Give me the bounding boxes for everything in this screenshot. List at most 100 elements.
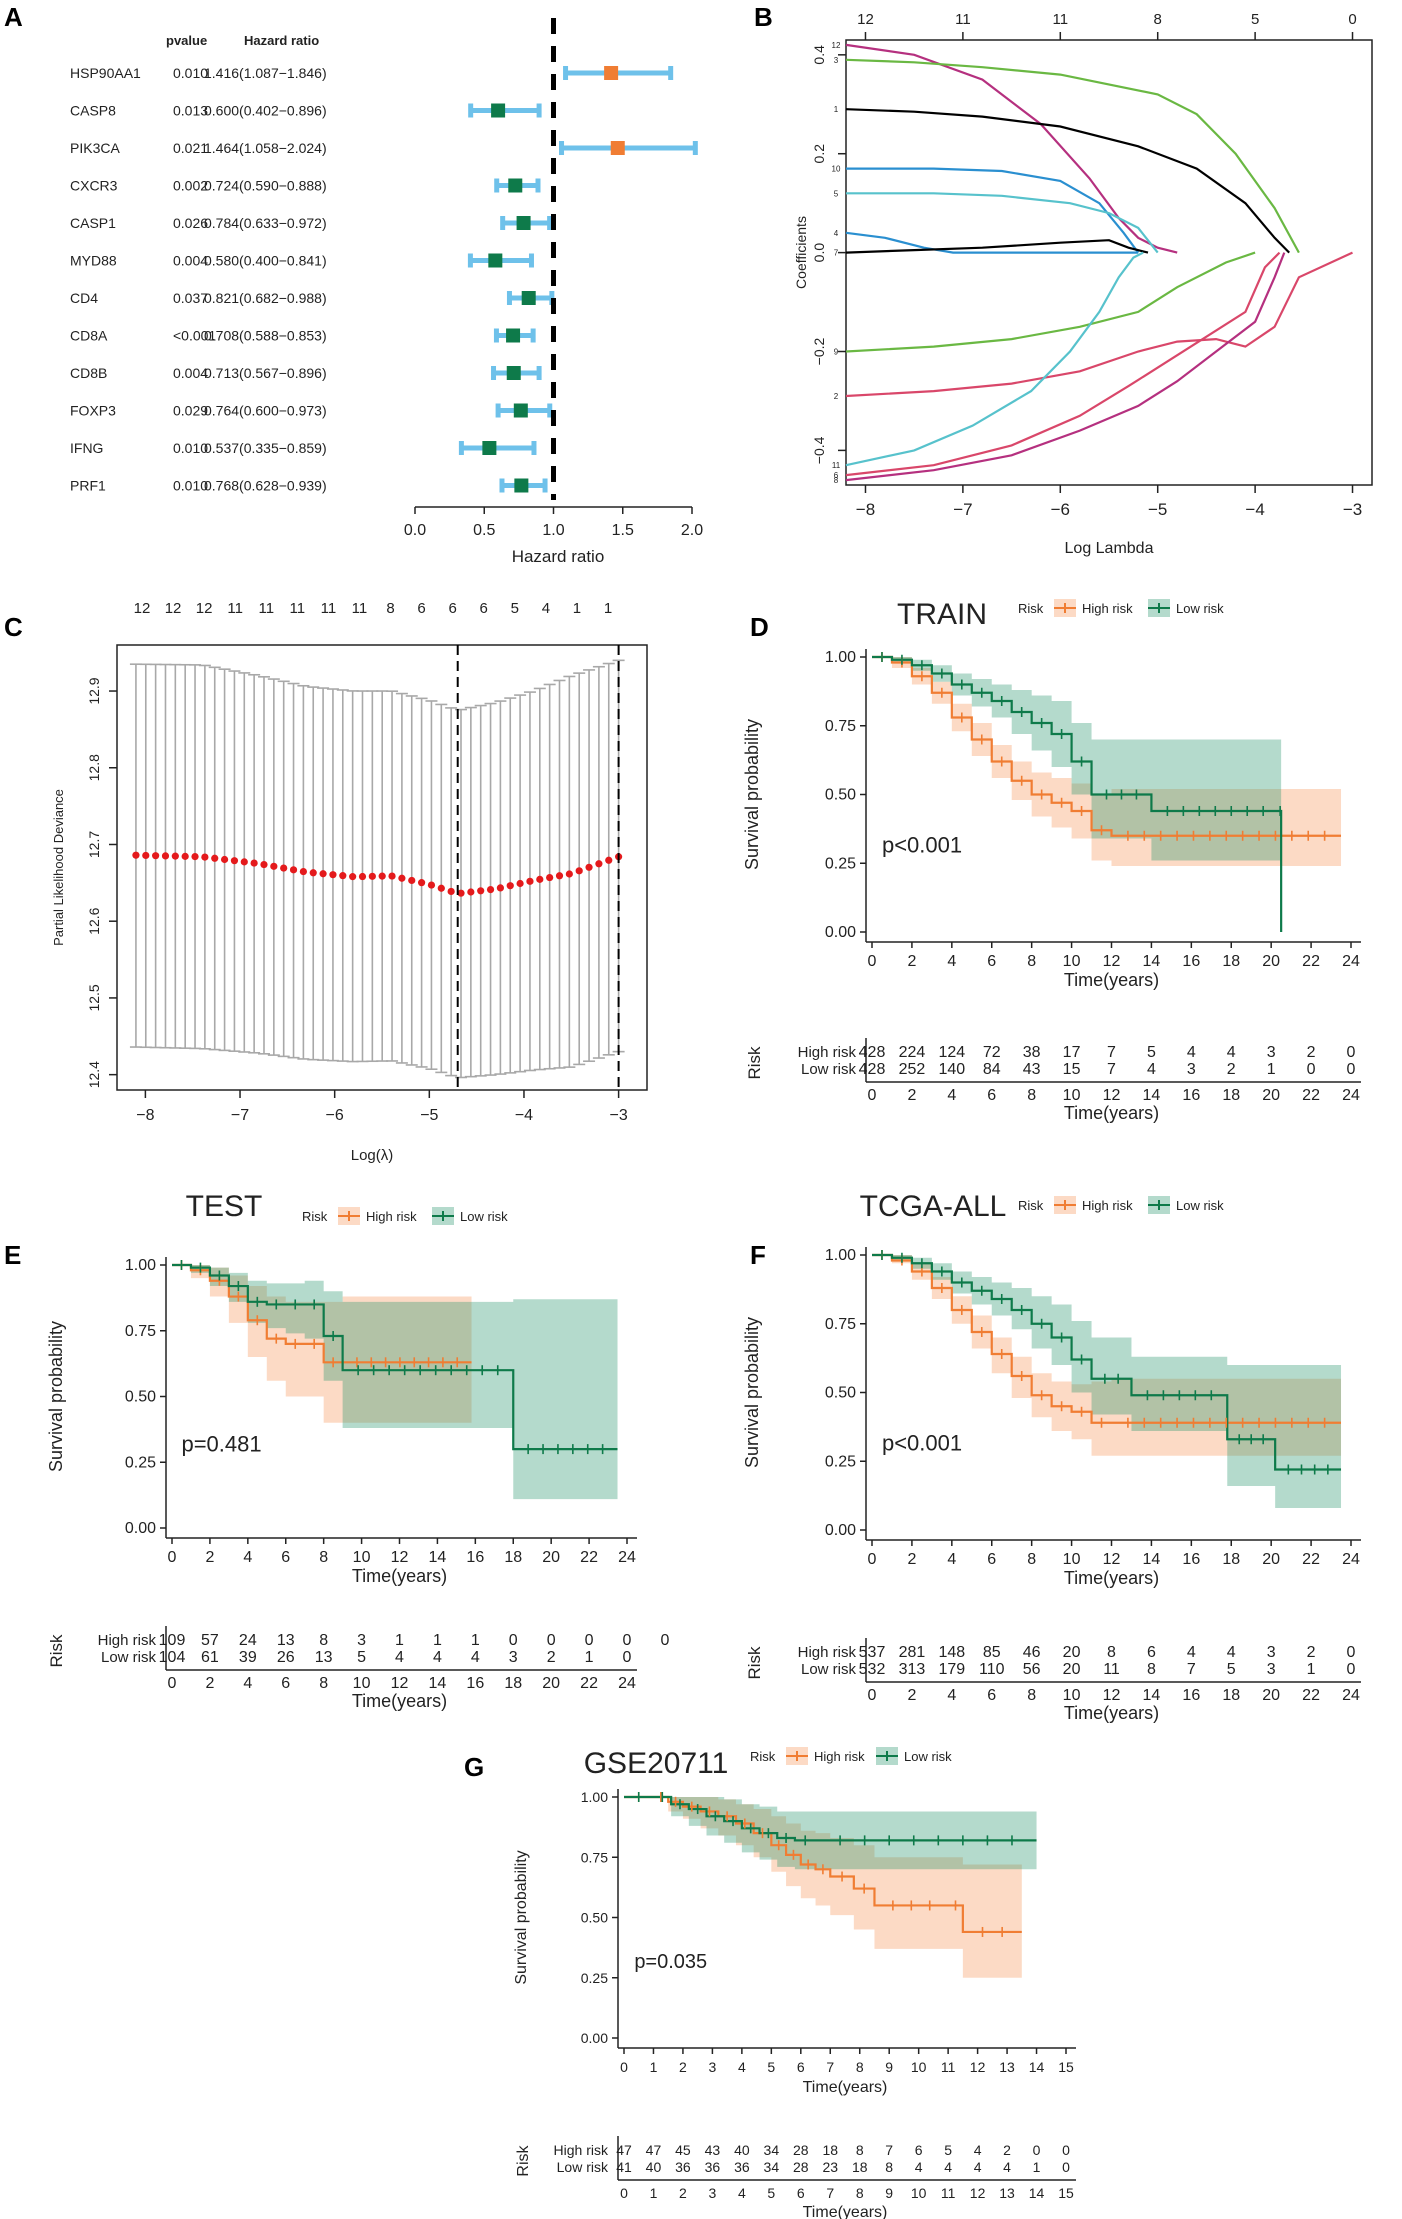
mean-deviance-point: [201, 853, 209, 861]
mean-deviance-point: [585, 863, 593, 871]
chart-title: TEST: [186, 1190, 263, 1223]
y-tick-label: 0.25: [825, 1453, 856, 1470]
y-tick-label: −0.2: [811, 337, 827, 365]
risk-count-low: 4: [395, 1649, 404, 1666]
path-index-label: 9: [834, 348, 839, 357]
survival-curve-high-risk: [872, 1253, 1342, 1424]
mean-deviance-point: [546, 873, 554, 882]
x-tick-label: 10: [911, 2059, 927, 2075]
risk-count-low: 36: [675, 2159, 691, 2175]
risk-count-high: 17: [1063, 1044, 1081, 1061]
pvalue-value: 0.037: [173, 290, 208, 306]
risk-count-high: 124: [938, 1044, 965, 1061]
legend-label-low: Low risk: [1176, 1198, 1224, 1213]
gene-label: IFNG: [70, 440, 103, 456]
panel-label-a: A: [4, 2, 23, 32]
x-tick-label: 1: [650, 2059, 658, 2075]
risk-count-low: 15: [1063, 1061, 1081, 1078]
y-tick-label: 1.00: [825, 649, 856, 666]
risk-count-low: 23: [822, 2159, 838, 2175]
risk-x-tick-label: 8: [1027, 1687, 1036, 1704]
risk-x-tick-label: 15: [1058, 2185, 1074, 2201]
risk-count-low: 0: [1062, 2159, 1070, 2175]
mean-deviance-point: [417, 879, 426, 887]
hazard-ratio-point: [516, 216, 531, 230]
x-tick-label: −3: [1343, 500, 1362, 519]
plot-frame: [845, 39, 1373, 486]
panel-d-km-train: TRAIN Risk High risk Low risk0.000.250.500.…: [742, 598, 1361, 1123]
y-tick-label: 1.00: [125, 1257, 156, 1274]
gene-label: PIK3CA: [70, 140, 120, 156]
pvalue-value: 0.026: [173, 215, 208, 231]
hazard-ratio-point: [506, 328, 521, 343]
risk-x-tick-label: 10: [911, 2185, 927, 2201]
risk-label-high: High risk: [798, 1044, 857, 1061]
hazard-ratio-value: 0.764(0.600−0.973): [204, 403, 327, 419]
x-tick-label: −4: [515, 1107, 533, 1124]
x-tick-label: 10: [1063, 953, 1081, 970]
risk-x-tick-label: 7: [826, 2185, 834, 2201]
risk-x-tick-label: 12: [970, 2185, 986, 2201]
risk-x-tick-label: 2: [907, 1687, 916, 1704]
p-value: p<0.001: [882, 1430, 962, 1455]
hazard-ratio-point: [521, 291, 536, 305]
top-tick-label: 12: [165, 600, 182, 617]
pvalue-value: 0.013: [173, 103, 208, 119]
column-header-pvalue: pvalue: [166, 33, 207, 48]
gene-label: HSP90AA1: [70, 65, 141, 81]
risk-count-high: 0: [623, 1632, 632, 1649]
mean-deviance-point: [408, 876, 416, 885]
pvalue-value: 0.004: [173, 253, 208, 269]
risk-count-high: 0: [585, 1632, 594, 1649]
risk-count-high: 2: [1307, 1644, 1316, 1661]
x-tick-label: 10: [353, 1549, 371, 1566]
risk-x-tick-label: 22: [1302, 1687, 1320, 1704]
pvalue-value: 0.021: [173, 140, 208, 156]
risk-x-tick-label: 20: [1262, 1687, 1280, 1704]
y-tick-label: −0.4: [811, 436, 827, 464]
top-tick-label: 6: [448, 600, 456, 617]
pvalue-value: 0.010: [173, 478, 208, 494]
path-index-label: 7: [834, 249, 839, 258]
hazard-ratio-point: [610, 141, 625, 155]
x-tick-label: 2.0: [681, 522, 703, 539]
legend-label-high: High risk: [1082, 601, 1133, 616]
panel-label-b: B: [754, 2, 773, 32]
risk-count-low: 13: [315, 1649, 333, 1666]
risk-count-low: 7: [1187, 1661, 1196, 1678]
risk-count-low: 0: [1347, 1661, 1356, 1678]
y-axis-title: Survival probability: [46, 1321, 66, 1472]
legend-label-low: Low risk: [460, 1209, 508, 1224]
risk-count-high: 3: [1267, 1644, 1276, 1661]
hazard-ratio-value: 0.784(0.633−0.972): [204, 215, 327, 231]
x-tick-label: 8: [1027, 953, 1036, 970]
x-tick-label: 3: [709, 2059, 717, 2075]
risk-x-tick-label: 6: [987, 1087, 996, 1104]
mean-deviance-point: [299, 867, 307, 876]
mean-deviance-point: [289, 866, 298, 874]
x-tick-label: 4: [243, 1549, 252, 1566]
risk-count-high: 4: [1187, 1044, 1196, 1061]
x-tick-label: 6: [281, 1549, 290, 1566]
mean-deviance-point: [319, 870, 327, 878]
y-tick-label: 12.5: [86, 984, 102, 1011]
risk-count-low: 5: [1227, 1661, 1236, 1678]
mean-deviance-point: [388, 872, 396, 880]
y-axis-title: Survival probability: [742, 1317, 762, 1468]
x-tick-label: 20: [1262, 953, 1280, 970]
risk-count-high: 45: [675, 2142, 691, 2158]
top-tick-label: 11: [258, 600, 274, 617]
risk-count-high: 57: [201, 1632, 219, 1649]
chart-title: TCGA-ALL: [860, 1190, 1007, 1223]
path-index-label: 10: [832, 165, 841, 174]
coefficient-path: [845, 251, 1281, 477]
risk-x-axis-title: Time(years): [1064, 1103, 1159, 1123]
x-tick-label: −5: [420, 1107, 438, 1124]
x-tick-label: 8: [1027, 1551, 1036, 1568]
risk-count-low: 61: [201, 1649, 219, 1666]
mean-deviance-point: [161, 852, 170, 860]
risk-count-high: 2: [1003, 2142, 1011, 2158]
risk-x-tick-label: 14: [429, 1675, 447, 1692]
y-tick-label: 0.00: [825, 1522, 856, 1539]
risk-count-low: 313: [899, 1661, 926, 1678]
